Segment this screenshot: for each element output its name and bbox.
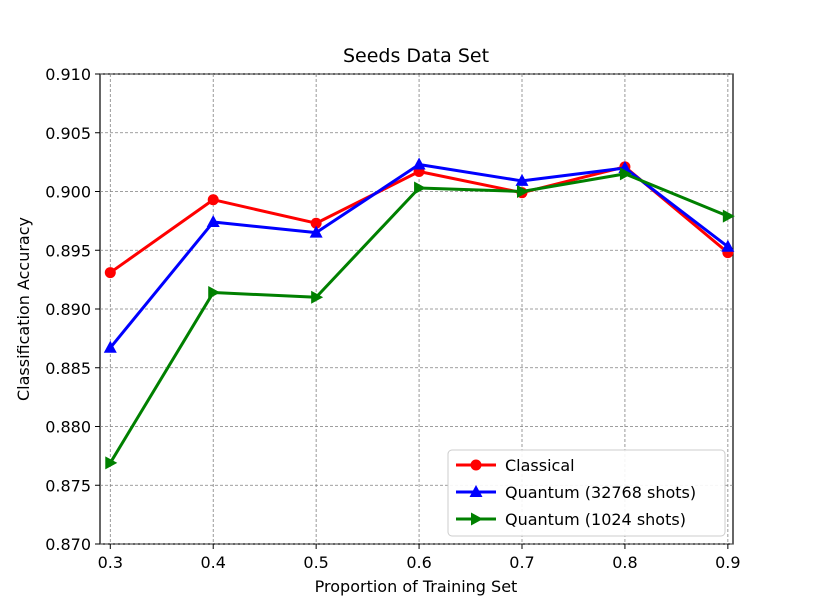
data-point	[309, 225, 323, 238]
y-tick-label: 0.875	[45, 476, 91, 495]
x-tick-label: 0.8	[612, 553, 637, 572]
y-tick-label: 0.910	[45, 65, 91, 84]
x-tick-label: 0.5	[303, 553, 328, 572]
x-tick-label: 0.7	[509, 553, 534, 572]
data-point	[412, 157, 426, 170]
legend-marker	[471, 512, 483, 526]
chart-title: Seeds Data Set	[343, 45, 489, 67]
x-tick-label: 0.4	[200, 553, 225, 572]
data-point	[722, 209, 735, 223]
x-tick-label: 0.9	[715, 553, 740, 572]
y-tick-label: 0.900	[45, 183, 91, 202]
series-3	[105, 167, 735, 470]
legend-box	[447, 449, 726, 537]
legend-entry: Quantum (32768 shots)	[456, 483, 696, 502]
data-point	[310, 217, 322, 229]
legend-entry: Quantum (1024 shots)	[456, 510, 686, 529]
data-point	[515, 173, 529, 186]
y-tick-label: 0.895	[45, 241, 91, 260]
data-point	[104, 267, 116, 279]
x-axis-title: Proportion of Training Set	[315, 577, 518, 596]
data-point	[206, 215, 220, 228]
data-point	[414, 181, 427, 195]
y-axis-title: Classification Accuracy	[14, 217, 33, 401]
y-tick-label: 0.885	[45, 359, 91, 378]
legend-label: Quantum (1024 shots)	[505, 510, 686, 529]
y-tick-label: 0.870	[45, 535, 91, 554]
legend: Classical Quantum (32768 shots) Quantum (1…	[447, 449, 726, 537]
x-tick-label: 0.3	[98, 553, 123, 572]
data-point	[207, 194, 219, 206]
y-tick-label: 0.905	[45, 124, 91, 143]
data-point	[105, 456, 118, 470]
series-layer	[103, 157, 735, 470]
data-point	[208, 286, 221, 300]
data-point	[311, 290, 324, 304]
data-point	[517, 185, 529, 198]
data-point	[619, 167, 632, 181]
y-tick-label: 0.880	[45, 418, 91, 437]
legend-label: Quantum (32768 shots)	[505, 483, 696, 502]
legend-marker	[469, 485, 483, 497]
legend-entry: Classical	[456, 456, 575, 475]
data-point	[103, 340, 117, 353]
axis-ticks: 0.870 0.875 0.880 0.885 0.890 0.895 0.900 0.905…	[45, 65, 740, 572]
data-point	[721, 239, 735, 252]
x-tick-label: 0.6	[406, 553, 431, 572]
legend-label: Classical	[505, 456, 575, 475]
legend-marker	[470, 459, 482, 471]
y-tick-label: 0.890	[45, 300, 91, 319]
